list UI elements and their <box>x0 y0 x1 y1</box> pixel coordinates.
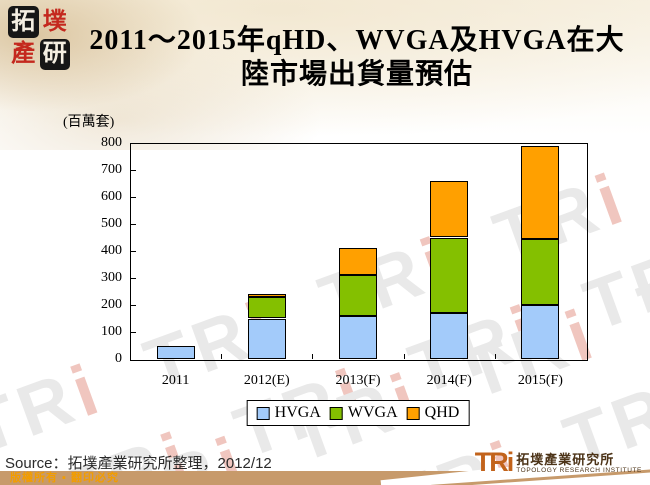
tri-seal-logo: 拓 墣 產 研 <box>8 6 70 70</box>
y-axis-tick-mark <box>131 332 136 333</box>
page-title-line1: 2011～2015年qHD、WVGA及HVGA在大 <box>89 25 625 56</box>
x-axis-tick-mark <box>221 354 223 359</box>
legend-item-hvga: HVGA <box>256 404 321 422</box>
y-axis-tick-mark <box>131 278 136 279</box>
x-axis-tick-mark <box>312 354 314 359</box>
bar-segment-hvga-2012(E) <box>247 318 286 359</box>
bar-segment-qhd-2012(E) <box>247 294 286 297</box>
x-axis-category-label: 2013(F) <box>335 373 381 388</box>
wvga-legend-swatch <box>329 406 343 420</box>
legend-item-qhd: QHD <box>406 404 460 422</box>
x-axis-category-label: 2014(F) <box>426 373 472 388</box>
bar-segment-wvga-2014(F) <box>430 237 469 314</box>
x-axis-category-label: 2012(E) <box>243 373 290 388</box>
y-axis-unit-label: (百萬套) <box>63 115 115 130</box>
tri-footer-logo: TRi 拓墣產業研究所 TOPOLOGY RESEARCH INSTITUTE <box>474 447 642 478</box>
tri-logo-en-name: TOPOLOGY RESEARCH INSTITUTE <box>516 466 642 474</box>
y-axis-tick-label: 0 <box>115 351 122 366</box>
tri-logo-cjk-name: 拓墣產業研究所 <box>516 451 615 467</box>
bar-segment-hvga-2013(F) <box>339 315 377 359</box>
bar-segment-wvga-2015(F) <box>521 238 560 305</box>
y-axis-tick-label: 800 <box>101 135 122 150</box>
legend-item-wvga: WVGA <box>329 404 398 422</box>
qhd-legend-swatch <box>406 406 420 420</box>
y-axis-tick-label: 700 <box>101 162 122 177</box>
plot-area <box>130 143 588 361</box>
watermark-tri-glyph: TRi <box>629 238 650 351</box>
y-axis-tick-mark <box>131 224 136 225</box>
y-axis-tick-mark <box>131 170 136 171</box>
legend-label: QHD <box>424 404 460 421</box>
bar-segment-hvga-2014(F) <box>430 313 469 359</box>
seal-char: 墣 <box>42 8 67 35</box>
y-axis-tick-mark <box>131 251 136 252</box>
bar-segment-wvga-2013(F) <box>339 275 377 316</box>
legend-label: HVGA <box>274 404 321 421</box>
bar-segment-qhd-2013(F) <box>339 248 377 276</box>
x-axis-category-label: 2011 <box>161 373 190 388</box>
y-axis-tick-mark <box>131 197 136 198</box>
y-axis-tick-label: 100 <box>101 324 122 339</box>
y-axis-tick-mark <box>131 305 136 306</box>
y-axis-tick-label: 400 <box>101 243 122 258</box>
y-axis-tick-label: 200 <box>101 297 122 312</box>
y-axis-tick-label: 500 <box>101 216 122 231</box>
page-title: 2011～2015年qHD、WVGA及HVGA在大 陸市場出貨量預估 <box>68 24 646 91</box>
chart-legend: HVGA WVGA QHD <box>246 400 470 426</box>
seal-char: 研 <box>39 38 70 70</box>
hvga-legend-swatch <box>256 406 270 420</box>
bar-segment-qhd-2014(F) <box>430 180 469 238</box>
page-title-line2: 陸市場出貨量預估 <box>240 58 473 90</box>
x-axis-tick-mark <box>403 354 405 359</box>
y-axis-tick-label: 600 <box>101 189 122 204</box>
copyright-text: 版權所有 ▪ 翻印必究 <box>10 472 120 484</box>
tri-logotype: TRi <box>474 447 514 478</box>
header-background <box>0 0 650 150</box>
bar-segment-hvga-2015(F) <box>521 305 560 359</box>
y-axis-tick-label: 300 <box>101 270 122 285</box>
source-note: Source：拓墣產業研究所整理，2012/12 <box>5 455 272 472</box>
bar-segment-hvga-2011 <box>156 345 195 359</box>
seal-char: 產 <box>11 41 36 68</box>
legend-label: WVGA <box>347 404 398 421</box>
bar-segment-wvga-2012(E) <box>247 296 286 319</box>
x-axis-tick-mark <box>494 354 496 359</box>
seal-char: 拓 <box>8 6 39 38</box>
bar-segment-qhd-2015(F) <box>521 145 560 239</box>
x-axis-category-label: 2015(F) <box>517 373 563 388</box>
